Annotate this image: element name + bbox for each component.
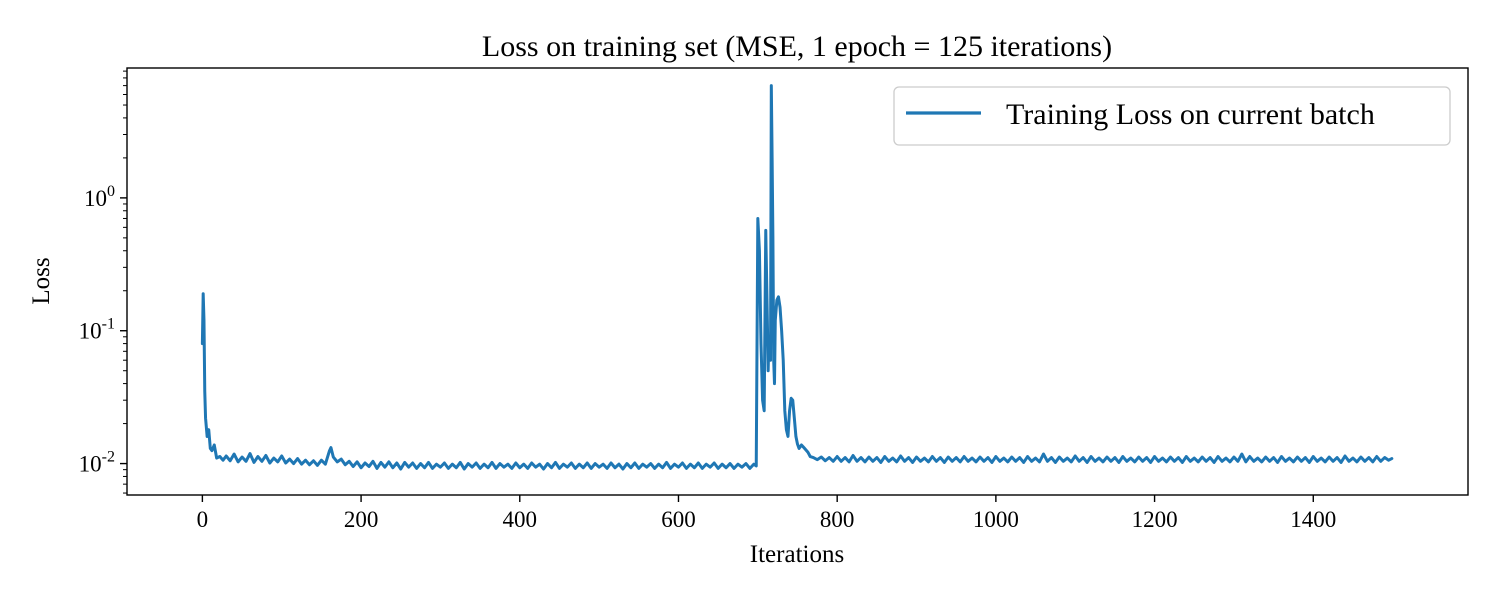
- x-tick-label: 0: [197, 507, 209, 532]
- y-tick-label: 10-1: [79, 316, 115, 344]
- legend-label: Training Loss on current batch: [1006, 98, 1375, 131]
- chart-title: Loss on training set (MSE, 1 epoch = 125…: [482, 30, 1112, 63]
- y-tick-label-base: 10: [79, 319, 102, 344]
- x-axis-ticks: 0 200 400 600 800 1000 1200 1400: [197, 495, 1336, 532]
- x-tick-label: 600: [661, 507, 696, 532]
- y-tick-label-base: 10: [79, 452, 102, 477]
- plot-frame: [126, 67, 1469, 496]
- legend-box: [893, 86, 1451, 146]
- y-tick-label-exponent: -2: [102, 449, 115, 466]
- x-tick-label: 400: [503, 507, 538, 532]
- x-tick-label: 800: [820, 507, 855, 532]
- y-tick-label: 10-2: [79, 449, 115, 477]
- plot-area: [200, 84, 1394, 471]
- y-tick-label-exponent: -1: [102, 316, 115, 333]
- x-tick-label: 1200: [1132, 507, 1178, 532]
- y-tick-label-exponent: 0: [107, 183, 115, 200]
- series-line-0: [200, 84, 1394, 471]
- legend: Training Loss on current batch: [893, 86, 1451, 146]
- y-tick-label-base: 10: [84, 186, 107, 211]
- y-tick-label: 100: [84, 183, 115, 211]
- x-tick-label: 1000: [973, 507, 1019, 532]
- x-tick-label: 200: [344, 507, 379, 532]
- y-axis-label: Loss: [28, 257, 55, 304]
- x-axis-label: Iterations: [750, 541, 844, 568]
- x-tick-label: 1400: [1290, 507, 1336, 532]
